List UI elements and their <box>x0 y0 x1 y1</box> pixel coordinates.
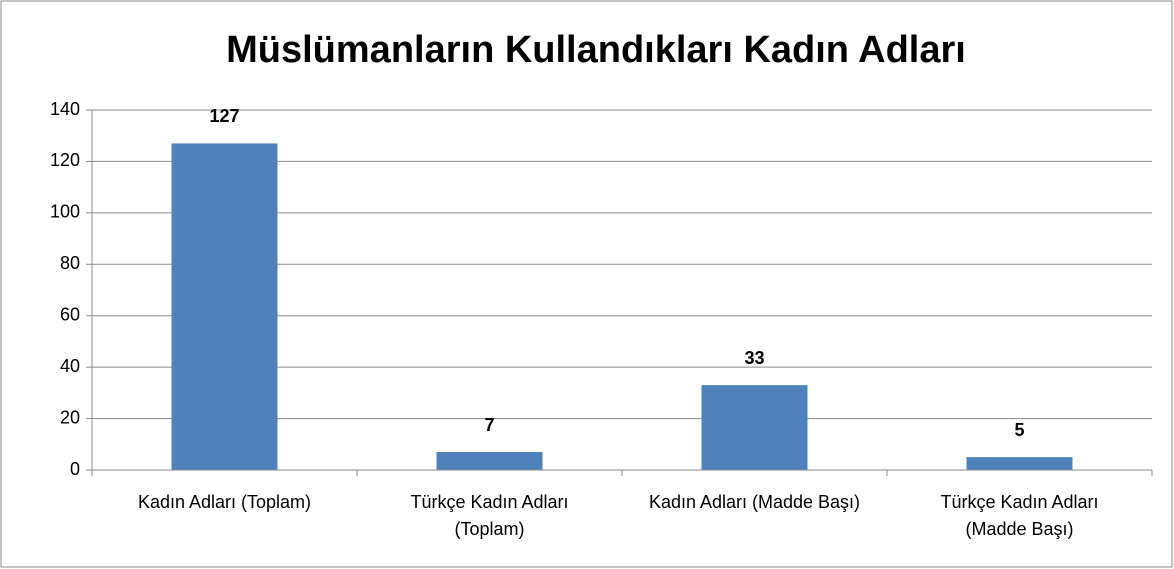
y-tick-label: 120 <box>50 150 80 170</box>
y-tick-label: 0 <box>70 459 80 479</box>
x-tick-label: Türkçe Kadın Adları (Toplam) <box>410 492 569 539</box>
y-tick-label: 140 <box>50 99 80 119</box>
data-label: 127 <box>209 106 239 126</box>
data-label: 33 <box>744 348 764 368</box>
data-label: 5 <box>1014 420 1024 440</box>
y-tick-label: 80 <box>60 253 80 273</box>
y-tick-label: 20 <box>60 407 80 427</box>
x-tick-label: Türkçe Kadın Adları (Madde Başı) <box>940 492 1099 539</box>
data-label: 7 <box>484 415 494 435</box>
bar <box>171 143 278 470</box>
y-tick-label: 40 <box>60 356 80 376</box>
chart-title: Müslümanların Kullandıkları Kadın Adları <box>226 29 966 71</box>
bar <box>966 457 1073 470</box>
bar <box>436 452 543 470</box>
bar <box>701 385 808 470</box>
y-tick-label: 100 <box>50 202 80 222</box>
x-tick-label: Kadın Adları (Madde Başı) <box>648 492 861 512</box>
x-tick-label: Kadın Adları (Toplam) <box>137 492 312 512</box>
y-tick-label: 60 <box>60 304 80 324</box>
